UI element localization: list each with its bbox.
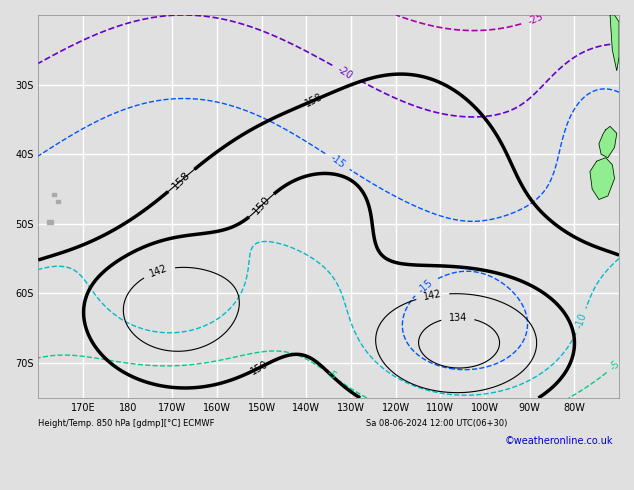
Text: -15: -15: [417, 277, 435, 295]
Text: 150: 150: [249, 359, 270, 376]
Text: Height/Temp. 850 hPa [gdmp][°C] ECMWF: Height/Temp. 850 hPa [gdmp][°C] ECMWF: [39, 419, 215, 428]
Text: 134: 134: [448, 313, 467, 323]
Text: -25: -25: [526, 11, 545, 27]
Text: 158: 158: [304, 92, 325, 109]
Text: ©weatheronline.co.uk: ©weatheronline.co.uk: [505, 436, 613, 446]
Text: 150: 150: [251, 195, 272, 217]
Polygon shape: [48, 220, 53, 224]
Polygon shape: [610, 15, 619, 71]
Text: -10: -10: [574, 312, 588, 330]
Text: -5: -5: [608, 359, 622, 373]
Text: -20: -20: [336, 64, 354, 81]
Text: -15: -15: [328, 153, 347, 170]
Polygon shape: [52, 193, 56, 196]
Text: -5: -5: [324, 368, 338, 382]
Polygon shape: [599, 126, 617, 158]
Text: 158: 158: [170, 170, 192, 192]
Text: 142: 142: [148, 263, 169, 279]
Text: 142: 142: [422, 289, 443, 302]
Polygon shape: [56, 200, 60, 203]
Polygon shape: [590, 158, 614, 199]
Text: Sa 08-06-2024 12:00 UTC(06+30): Sa 08-06-2024 12:00 UTC(06+30): [366, 419, 508, 428]
